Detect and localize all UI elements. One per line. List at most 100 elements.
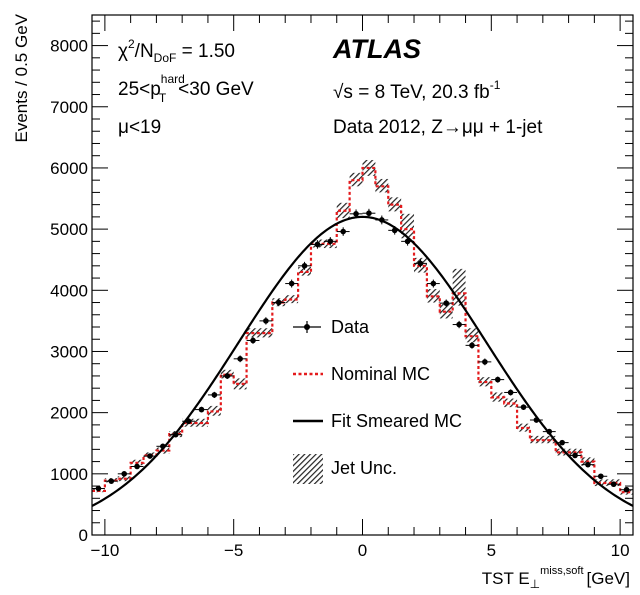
y-tick-label: 2000 xyxy=(50,404,88,423)
data-marker xyxy=(482,359,488,365)
chi2-value: = 1.50 xyxy=(176,41,235,62)
data-point xyxy=(285,279,299,288)
data-marker xyxy=(185,418,192,425)
y-axis-label: Events / 0.5 GeV xyxy=(12,13,31,142)
data-marker xyxy=(353,211,359,217)
data-point xyxy=(336,227,350,236)
data-marker xyxy=(572,452,578,459)
data-point xyxy=(439,299,453,307)
data-point xyxy=(156,443,170,450)
data-marker xyxy=(108,478,115,484)
data-points xyxy=(92,208,633,493)
data-marker xyxy=(95,485,102,492)
data-point xyxy=(426,279,440,288)
data-marker xyxy=(237,356,243,362)
data-point xyxy=(207,391,221,398)
data-marker xyxy=(520,404,527,410)
data-marker xyxy=(494,376,501,383)
data-marker xyxy=(250,337,256,344)
y-tick-label: 8000 xyxy=(50,37,88,56)
data-marker xyxy=(340,228,346,235)
legend-entry: Fit Smeared MC xyxy=(293,411,462,431)
data-point xyxy=(233,355,247,363)
data-point xyxy=(130,463,144,470)
data-point xyxy=(555,439,569,446)
data-marker xyxy=(301,263,308,269)
pt-left: 25<p xyxy=(118,79,161,100)
data-point xyxy=(504,389,518,396)
data-marker xyxy=(533,417,540,423)
legend-data-marker xyxy=(304,324,310,330)
data-point xyxy=(517,404,530,410)
data-point xyxy=(478,358,492,366)
data-point xyxy=(104,478,118,484)
legend-label: Fit Smeared MC xyxy=(331,411,462,431)
legend-label: Nominal MC xyxy=(331,364,430,384)
pt-right: <30 GeV xyxy=(178,79,254,100)
legend-entry: Jet Unc. xyxy=(293,454,397,484)
data-marker xyxy=(211,392,218,398)
jet-unc-bin xyxy=(207,405,221,416)
data-marker xyxy=(456,321,462,328)
y-tick-label: 4000 xyxy=(50,281,88,300)
data-point xyxy=(452,320,466,329)
data-point xyxy=(620,486,633,493)
data-marker xyxy=(623,486,630,493)
data-marker xyxy=(391,227,398,234)
data-point xyxy=(568,452,582,459)
jet-unc-bin xyxy=(555,448,569,456)
x-tick-label: −10 xyxy=(90,541,119,560)
y-tick-label: 5000 xyxy=(50,220,88,239)
data-point xyxy=(310,240,324,249)
data-marker xyxy=(314,241,321,248)
data-marker xyxy=(160,443,166,450)
energy-text: √s = 8 TeV, 20.3 fb xyxy=(333,82,490,103)
nominal-mc-histogram xyxy=(92,166,633,494)
data-point xyxy=(169,431,183,438)
nominal-mc-line xyxy=(92,166,633,494)
chi2-ndof-sub: DoF xyxy=(154,51,177,65)
data-marker xyxy=(585,461,591,468)
data-point xyxy=(414,259,427,268)
fit-curve-line xyxy=(92,215,633,507)
x-tick-label: −5 xyxy=(224,541,243,560)
y-tick-label: 6000 xyxy=(50,159,88,178)
data-point xyxy=(349,209,363,219)
data-point xyxy=(362,208,376,218)
data-point xyxy=(388,226,402,235)
jet-unc-bin xyxy=(401,213,415,239)
data-point xyxy=(491,376,505,383)
data-marker xyxy=(288,280,295,287)
chi2-ndof: /N xyxy=(135,41,154,62)
jet-unc-bin xyxy=(233,378,247,390)
jet-unc-bin xyxy=(259,328,273,338)
y-tick-label: 1000 xyxy=(50,465,88,484)
data-marker xyxy=(172,431,179,438)
data-marker xyxy=(469,342,475,349)
data-point xyxy=(581,461,595,468)
data-point xyxy=(182,418,196,425)
data-marker xyxy=(121,471,128,477)
atlas-label: ATLAS xyxy=(332,34,421,64)
data-marker xyxy=(546,428,553,435)
x-tick-label: 5 xyxy=(487,541,496,560)
data-point xyxy=(465,341,479,349)
data-marker xyxy=(147,453,153,459)
data-marker xyxy=(430,280,437,287)
jet-unc-bin xyxy=(388,197,402,212)
legend-entry: Data xyxy=(293,317,370,337)
jet-unc-bin xyxy=(336,202,350,219)
chi2-symbol: χ xyxy=(118,41,128,62)
fit-smeared-mc-curve xyxy=(92,215,633,507)
x-axis-label: TST E⊥miss,soft [GeV] xyxy=(482,565,630,591)
data-marker xyxy=(610,481,617,488)
data-marker xyxy=(417,260,424,267)
data-marker xyxy=(327,238,334,245)
data-point xyxy=(92,485,105,492)
legend: Data Nominal MC Fit Smeared MC Jet Unc. xyxy=(293,317,462,484)
x-axis-label-main: TST E xyxy=(482,569,530,588)
data-point xyxy=(529,417,543,423)
jet-unc-bin xyxy=(349,172,363,187)
legend-label: Jet Unc. xyxy=(331,458,397,478)
legend-jet-unc-swatch xyxy=(293,454,323,484)
